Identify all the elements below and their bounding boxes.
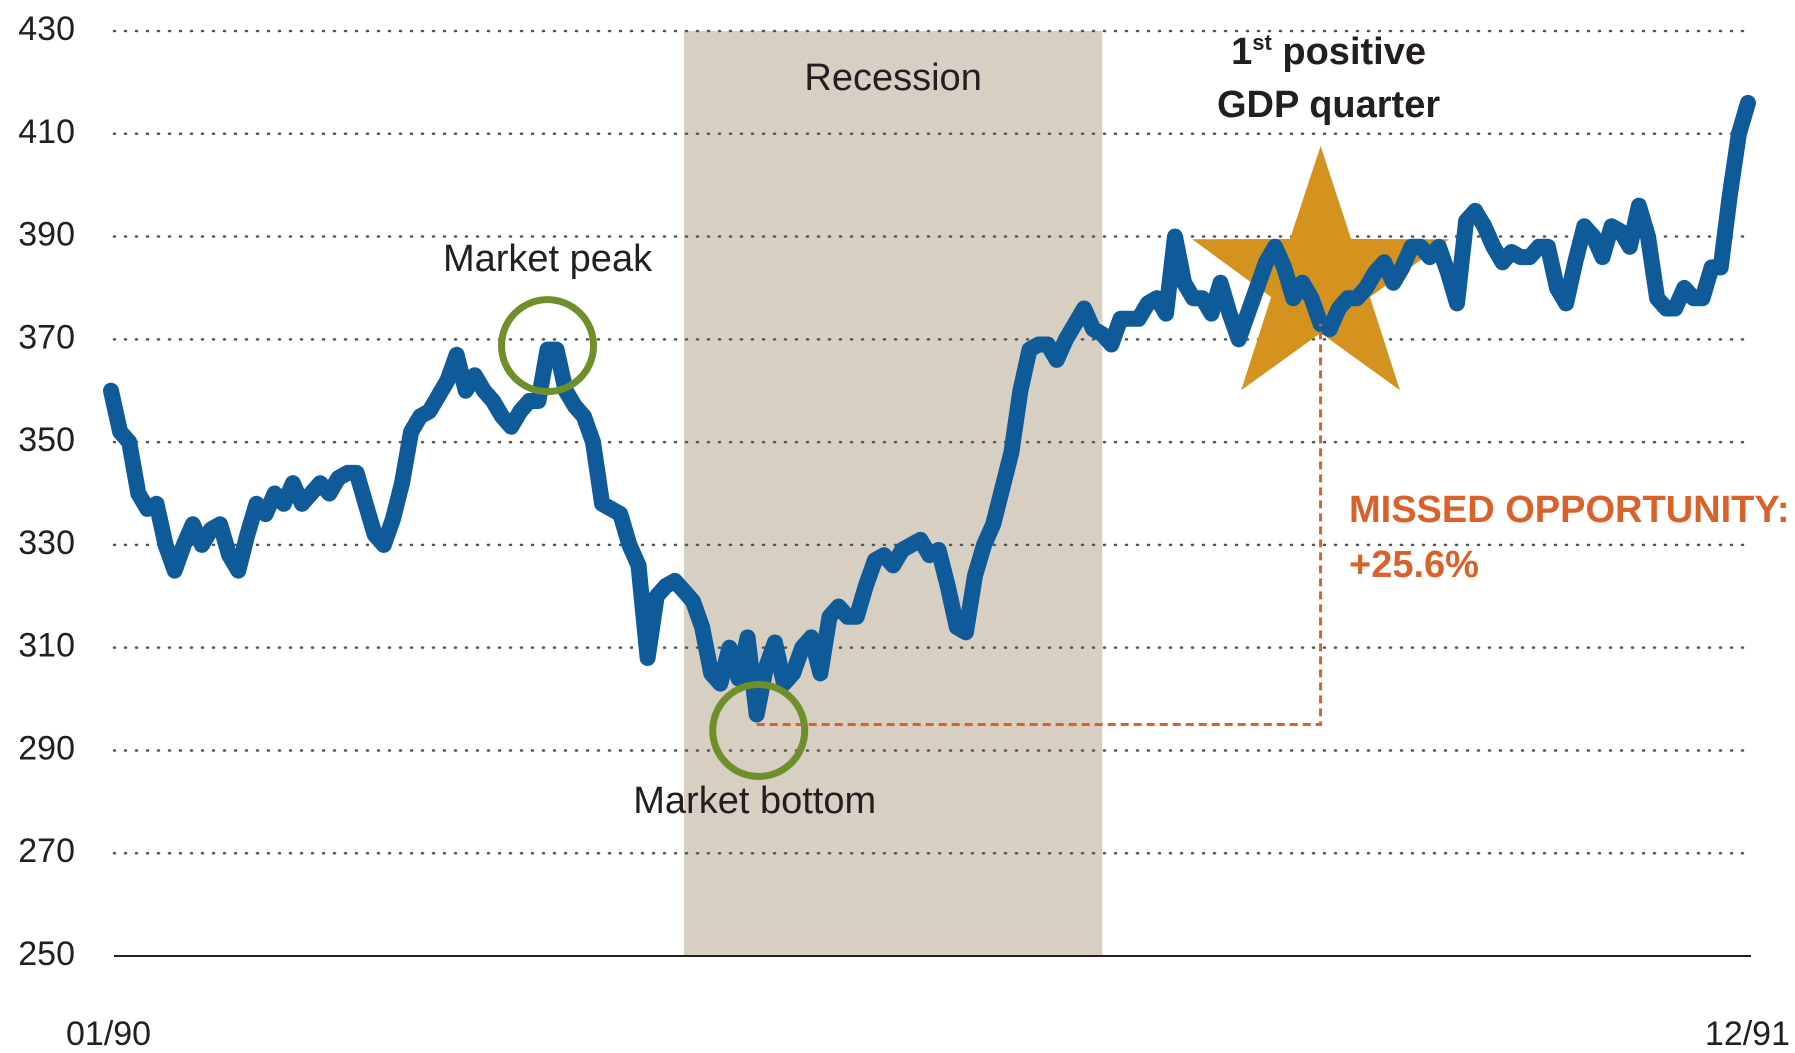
y-tick-label: 430 [18,10,75,48]
missed-connector [756,323,1323,726]
y-tick-label: 270 [18,832,75,870]
y-tick-label: 370 [18,318,75,356]
price-line [103,94,1756,723]
missed-value: +25.6% [1349,544,1479,586]
gdp-suffix: st [1252,30,1272,55]
y-tick-label: 290 [18,729,75,767]
gdp-number: 1 [1231,31,1252,73]
y-tick-label: 350 [18,421,75,459]
y-tick-label: 310 [18,627,75,665]
gdp-label: 1st positive [1231,30,1426,73]
y-tick-label: 410 [18,113,75,151]
recession-band [683,31,1103,956]
gdp-label-2: GDP quarter [1217,84,1440,126]
y-tick-label: 390 [18,216,75,254]
gdp-line1: positive [1272,31,1426,73]
bottom-label: Market bottom [633,780,876,822]
gdp-star [1192,146,1449,391]
y-tick-label: 250 [18,935,75,973]
recession-label: Recession [804,57,981,99]
bottom-circle [709,680,809,780]
peak-label: Market peak [443,238,653,280]
missed-label: MISSED OPPORTUNITY: [1349,489,1790,531]
peak-circle [498,296,598,396]
y-tick-label: 330 [18,524,75,562]
x-tick-label: 01/90 [66,1015,151,1053]
x-tick-label: 12/91 [1705,1015,1790,1053]
